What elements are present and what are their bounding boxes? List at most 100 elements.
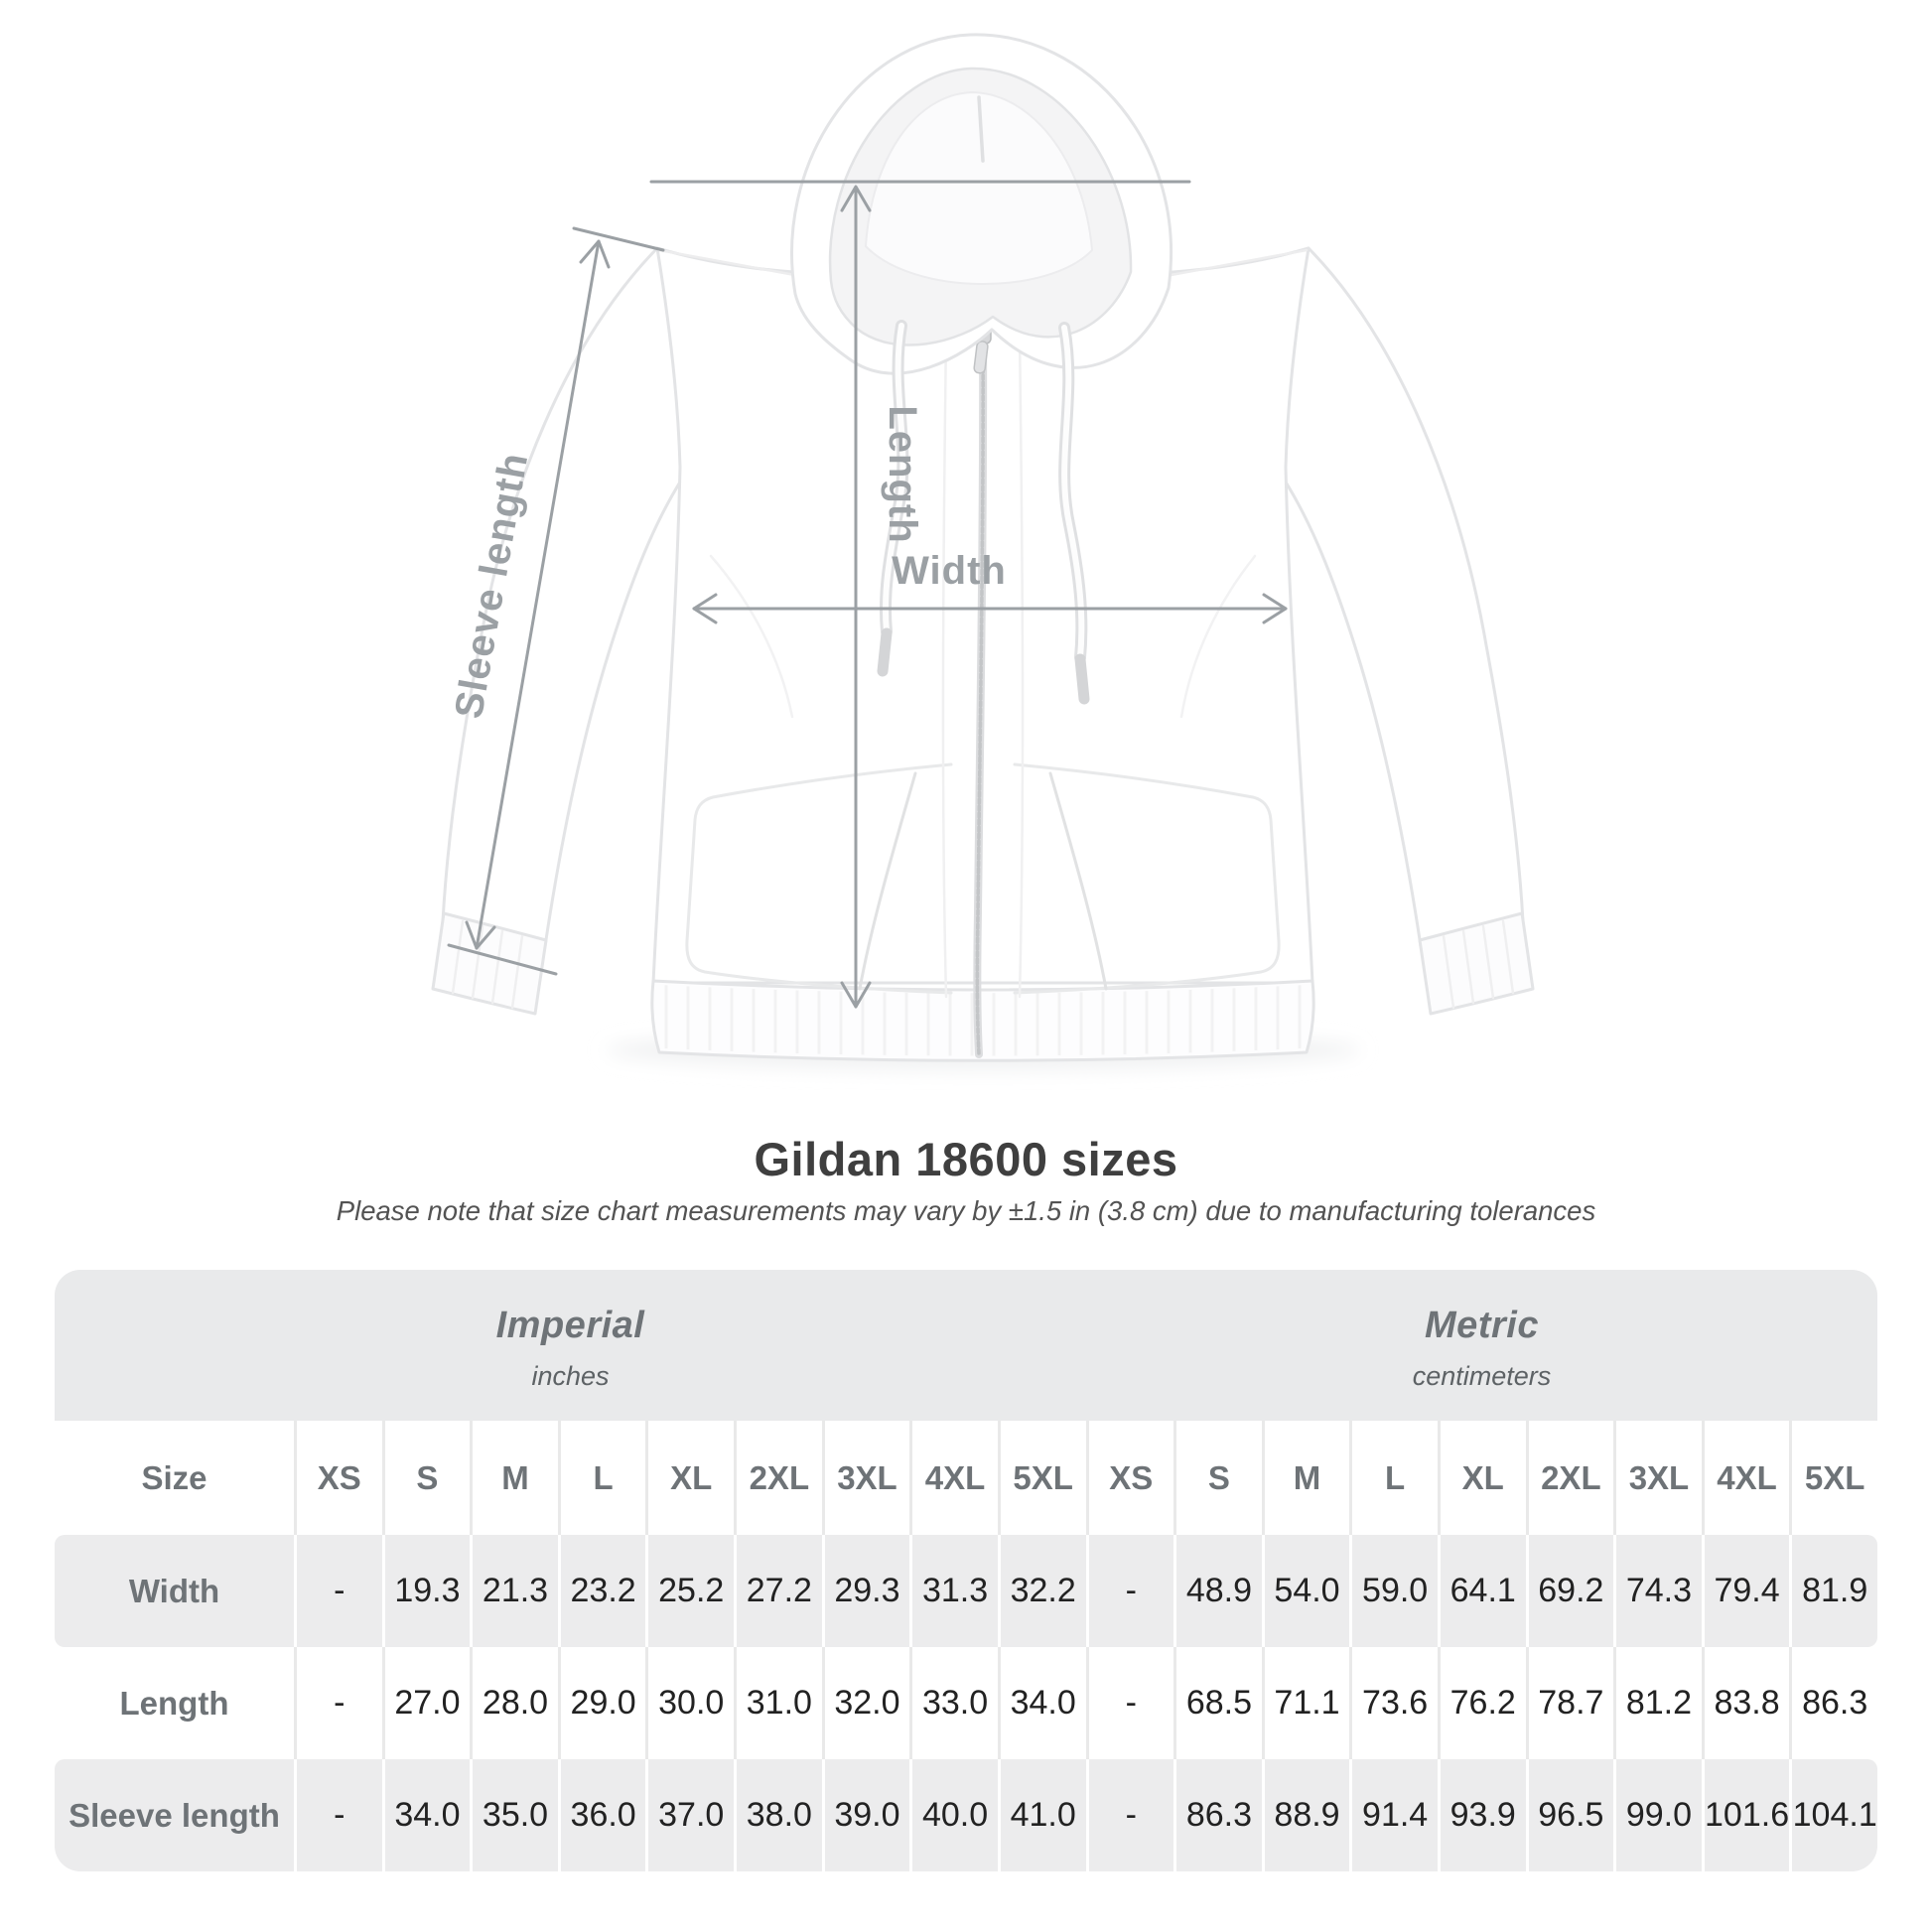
left-pocket [685, 762, 953, 995]
measurement-cell-imperial: 34.0 [381, 1759, 471, 1871]
measurements-grid: Size XS S M L XL 2XL 3XL 4XL 5XL XS S M L XL 2XL 3XL 4XL 5… [55, 1421, 1877, 1871]
page-subtitle: Please note that size chart measurements… [336, 1195, 1596, 1226]
right-sleeve [1273, 246, 1525, 948]
measurement-cell-metric: 99.0 [1613, 1759, 1702, 1871]
measurement-cell-metric: 86.3 [1173, 1759, 1262, 1871]
metric-group-title: Metric [1425, 1305, 1539, 1346]
length-arrow [840, 185, 872, 1009]
zipper-pull [973, 341, 989, 374]
measurement-cell-metric: 69.2 [1525, 1535, 1614, 1647]
shoulder-tick [572, 226, 665, 252]
size-header-imperial-l: L [557, 1421, 646, 1535]
measurement-cell-metric: 101.6 [1701, 1759, 1790, 1871]
imperial-group-header: Imperial inches [55, 1270, 1086, 1421]
size-header-imperial-m: M [470, 1421, 558, 1535]
measurement-cell-imperial: - [294, 1535, 382, 1647]
body-wrinkles [709, 554, 1257, 719]
imperial-group-unit: inches [531, 1361, 610, 1391]
width-arrow [692, 593, 1288, 624]
measurement-cell-imperial: 40.0 [909, 1759, 998, 1871]
measurement-cell-metric: 96.5 [1525, 1759, 1614, 1871]
measurement-cell-imperial: 38.0 [734, 1759, 822, 1871]
size-header-imperial-xs: XS [294, 1421, 382, 1535]
width-label: Width [892, 549, 1007, 593]
measurement-cell-metric: - [1085, 1759, 1174, 1871]
measurement-cell-imperial: 27.0 [381, 1647, 471, 1759]
measurement-cell-metric: 81.9 [1789, 1535, 1877, 1647]
drawstring-right [1058, 322, 1090, 705]
hem-band [650, 979, 1315, 1062]
size-column-header: Size [55, 1421, 294, 1535]
metric-group-header: Metric centimeters [1086, 1270, 1877, 1421]
size-header-metric-3xl: 3XL [1613, 1421, 1702, 1535]
hood-inner-back [865, 91, 1093, 285]
hood [790, 33, 1173, 375]
size-header-metric-s: S [1173, 1421, 1262, 1535]
measurement-cell-metric: 81.2 [1613, 1647, 1702, 1759]
size-header-imperial-5xl: 5XL [997, 1421, 1086, 1535]
imperial-group-title: Imperial [495, 1305, 645, 1346]
measurement-cell-metric: 68.5 [1173, 1647, 1262, 1759]
measurement-cell-imperial: 41.0 [997, 1759, 1086, 1871]
measurement-cell-metric: 71.1 [1261, 1647, 1350, 1759]
measurement-cell-imperial: 31.0 [734, 1647, 822, 1759]
size-header-metric-2xl: 2XL [1525, 1421, 1614, 1535]
measurement-cell-metric: 91.4 [1349, 1759, 1438, 1871]
measurement-cell-metric: 93.9 [1437, 1759, 1526, 1871]
right-cuff [1418, 911, 1535, 1016]
measurement-cell-metric: 59.0 [1349, 1535, 1438, 1647]
cuff-tick [447, 943, 558, 976]
measurement-cell-metric: 54.0 [1261, 1535, 1350, 1647]
size-header-imperial-3xl: 3XL [821, 1421, 910, 1535]
measurement-cell-imperial: 27.2 [734, 1535, 822, 1647]
measurement-cell-imperial: 33.0 [909, 1647, 998, 1759]
size-header-metric-xs: XS [1085, 1421, 1174, 1535]
measurement-cell-imperial: - [294, 1759, 382, 1871]
measurement-cell-metric: - [1085, 1647, 1174, 1759]
measurement-cell-imperial: 21.3 [470, 1535, 558, 1647]
size-header-imperial-2xl: 2XL [734, 1421, 822, 1535]
measurement-cell-metric: - [1085, 1535, 1174, 1647]
size-header-imperial-xl: XL [645, 1421, 735, 1535]
measurement-cell-metric: 76.2 [1437, 1647, 1526, 1759]
page-title: Gildan 18600 sizes [754, 1133, 1178, 1185]
measurement-cell-metric: 86.3 [1789, 1647, 1877, 1759]
placket-seams [941, 332, 1025, 999]
left-cuff [431, 911, 548, 1016]
measurement-cell-imperial: 29.0 [557, 1647, 646, 1759]
size-header-metric-5xl: 5XL [1789, 1421, 1877, 1535]
unit-group-header-row: Imperial inches Metric centimeters [55, 1270, 1877, 1421]
measurement-cell-imperial: 37.0 [645, 1759, 735, 1871]
sleeve-length-arrow [447, 226, 665, 976]
measurement-cell-metric: 64.1 [1437, 1535, 1526, 1647]
length-label: Length [881, 405, 924, 543]
hoodie-illustration [431, 33, 1535, 1070]
measurement-cell-imperial: 28.0 [470, 1647, 558, 1759]
measurement-cell-metric: 78.7 [1525, 1647, 1614, 1759]
measurement-cell-imperial: 25.2 [645, 1535, 735, 1647]
zipper [973, 316, 992, 1058]
measurement-cell-imperial: 19.3 [381, 1535, 471, 1647]
measurement-cell-imperial: 39.0 [821, 1759, 910, 1871]
metric-group-unit: centimeters [1412, 1361, 1552, 1391]
row-label: Length [55, 1647, 294, 1759]
drawstring-left [877, 320, 909, 677]
size-header-imperial-s: S [381, 1421, 471, 1535]
row-label: Width [55, 1535, 294, 1647]
row-label: Sleeve length [55, 1759, 294, 1871]
size-header-imperial-4xl: 4XL [909, 1421, 998, 1535]
size-header-metric-xl: XL [1437, 1421, 1526, 1535]
aglet [877, 627, 893, 677]
measurement-cell-imperial: 32.2 [997, 1535, 1086, 1647]
measurement-cell-imperial: 34.0 [997, 1647, 1086, 1759]
measurement-cell-imperial: 23.2 [557, 1535, 646, 1647]
measurement-cell-imperial: 29.3 [821, 1535, 910, 1647]
measurement-cell-imperial: 31.3 [909, 1535, 998, 1647]
measurement-cell-imperial: 36.0 [557, 1759, 646, 1871]
measurement-cell-metric: 73.6 [1349, 1647, 1438, 1759]
measurement-cell-imperial: - [294, 1647, 382, 1759]
right-pocket [1013, 762, 1281, 995]
hoodie-measurement-diagram: Length Width Sleeve length [431, 33, 1535, 1070]
hanging-loop [977, 95, 985, 163]
